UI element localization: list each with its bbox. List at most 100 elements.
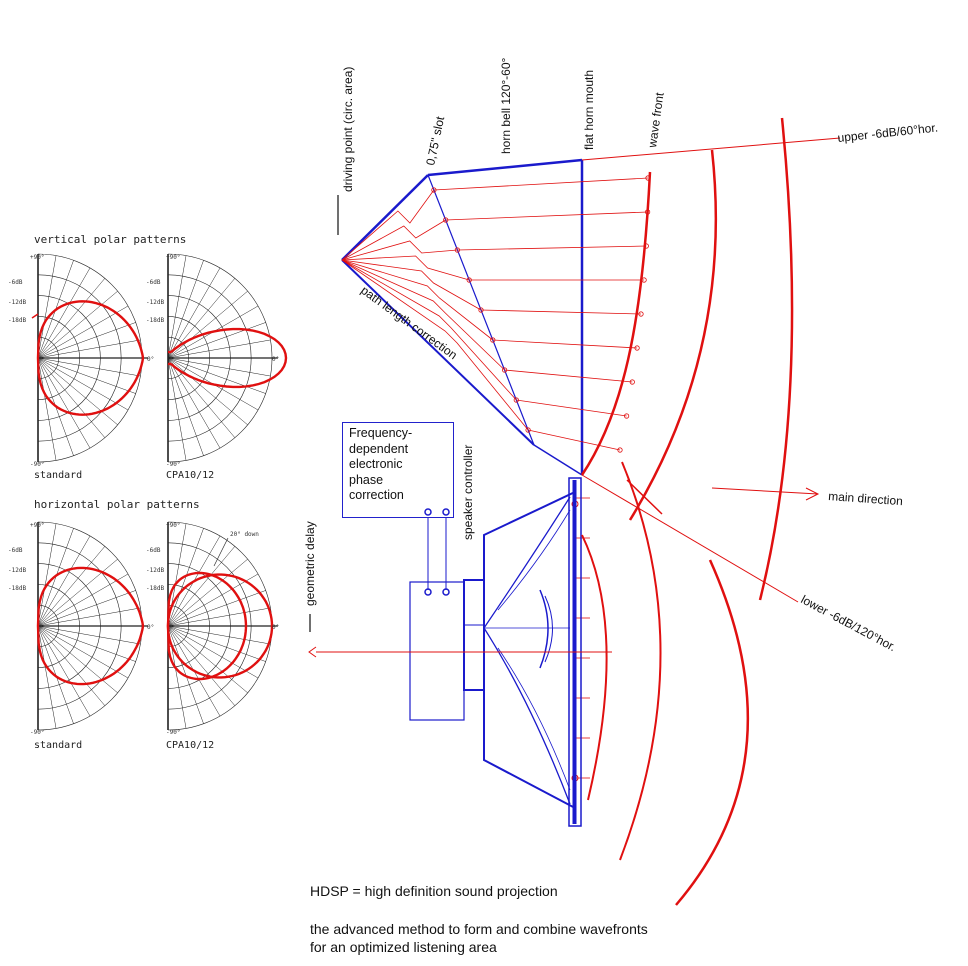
wave-node — [629, 379, 635, 385]
tick-bottom-h-std: -90° — [30, 729, 44, 736]
horn-ray — [445, 211, 648, 221]
polar-curve-tail — [31, 313, 39, 319]
wave-front-3-lower — [675, 559, 750, 906]
path-correction-line — [341, 259, 482, 311]
polar-grid-spoke — [167, 357, 187, 461]
controller-amp-box — [409, 581, 465, 721]
level-12-h-cpa: -12dB — [146, 567, 164, 574]
polar-grid-spoke — [37, 267, 91, 359]
polar-grid-spoke — [37, 625, 57, 729]
level-6-v-std: -6dB — [8, 279, 23, 286]
axis-arrowhead — [308, 646, 317, 658]
label-flat-mouth: flat horn mouth — [582, 70, 596, 150]
path-length-correction-lines — [341, 175, 651, 782]
polar-grid-spoke — [37, 357, 118, 426]
path-correction-line — [341, 259, 529, 431]
vertical-polar-title: vertical polar patterns — [34, 233, 186, 246]
woofer-assembly — [409, 477, 582, 827]
phase-box-line-4: phase — [349, 472, 384, 487]
horn-ray — [480, 309, 642, 315]
polar-grid-spoke — [167, 546, 236, 627]
polar-grid-spoke — [37, 357, 129, 411]
phase-box-line-1: Frequency- — [349, 426, 413, 440]
level-6-v-cpa: -6dB — [146, 279, 161, 286]
label-lower: lower -6dB/120°hor. — [799, 592, 899, 654]
tick-bottom-v-std: -90° — [30, 461, 44, 468]
path-correction-line — [341, 240, 458, 261]
level-18-h-std: -18dB — [8, 585, 26, 592]
tick-top-v-cpa: +90° — [166, 254, 180, 261]
horizontal-polar-title: horizontal polar patterns — [34, 498, 200, 511]
phase-box-line-2: dependent — [349, 441, 409, 456]
horn-ray — [492, 339, 638, 349]
level-12-v-cpa: -12dB — [146, 299, 164, 306]
path-correction-line — [341, 219, 446, 261]
tick-top-h-cpa: +90° — [166, 522, 180, 529]
horn-ray — [516, 399, 627, 417]
label-main-direction: main direction — [828, 489, 903, 508]
slot-node — [525, 427, 531, 433]
tick-top-h-std: +90° — [30, 522, 44, 529]
polar-grid-spoke — [37, 357, 106, 438]
label-speaker-controller: speaker controller — [461, 445, 475, 540]
polar-grid-spoke — [167, 625, 236, 706]
caption-standard-vertical: standard — [34, 470, 82, 481]
polar-grid-spoke — [37, 546, 106, 627]
polar-grid-spoke — [37, 573, 129, 627]
path-correction-line — [341, 259, 494, 341]
controller-terminal-2 — [442, 508, 450, 516]
level-18-h-cpa: -18dB — [146, 585, 164, 592]
polar-grid-spoke — [167, 625, 266, 662]
polar-grid-spoke — [167, 357, 204, 456]
polar-grid-spoke — [167, 267, 221, 359]
horn-ray — [433, 177, 649, 191]
horn-lower-bell — [533, 444, 583, 476]
polar-grid-spoke — [37, 625, 136, 662]
tick-bottom-h-cpa: -90° — [166, 729, 180, 736]
level-18-v-cpa: -18dB — [146, 317, 164, 324]
polar-grid-spoke — [167, 322, 266, 359]
down-note: 20° down — [230, 531, 259, 538]
label-wave-front: wave front — [645, 91, 667, 149]
polar-grid-spoke — [37, 305, 129, 359]
dust-cap — [539, 589, 549, 669]
down-note-leader — [213, 537, 229, 567]
label-driving-point: driving point (circ. area) — [341, 67, 355, 192]
label-horn-bell: horn bell 120°-60° — [499, 57, 513, 154]
path-correction-line — [341, 259, 505, 371]
caption-cpa-horizontal: CPA10/12 — [166, 740, 214, 751]
woofer-wave-front — [581, 534, 608, 801]
polar-grid-spoke — [37, 357, 57, 461]
polar-grid-spoke — [37, 322, 136, 359]
dust-cap-inner — [544, 595, 553, 663]
upper-ray — [581, 137, 841, 161]
wave-front-3 — [758, 117, 794, 601]
horn-ray — [504, 369, 633, 383]
caption-line-2: for an optimized listening area — [310, 939, 497, 955]
controller-terminal-1 — [424, 508, 432, 516]
wave-node — [617, 447, 623, 453]
tick-top-v-std: +90° — [30, 254, 44, 261]
woofer-cone-upper — [483, 496, 571, 629]
polar-grid-spoke — [37, 558, 118, 627]
wave-front-2 — [628, 149, 718, 521]
horn-ray — [528, 429, 621, 451]
tick-bottom-v-cpa: -90° — [166, 461, 180, 468]
level-6-h-std: -6dB — [8, 547, 23, 554]
wave-node — [634, 345, 640, 351]
horn-ray — [457, 245, 647, 251]
polar-grid-spoke — [37, 625, 141, 645]
cross-mark-a — [626, 479, 663, 515]
polar-horizontal-cpa — [166, 521, 278, 731]
path-correction-line — [341, 259, 517, 401]
polar-grid-spoke — [167, 260, 204, 359]
level-12-v-std: -12dB — [8, 299, 26, 306]
polar-grid-spoke — [37, 357, 91, 449]
polar-grid-spoke — [37, 625, 106, 706]
caption-line-1: the advanced method to form and combine … — [310, 921, 648, 937]
caption-cpa-vertical: CPA10/12 — [166, 470, 214, 481]
polar-grid-spoke — [37, 625, 118, 694]
lower-ray — [581, 474, 799, 603]
horn-upper-throat — [341, 174, 429, 261]
